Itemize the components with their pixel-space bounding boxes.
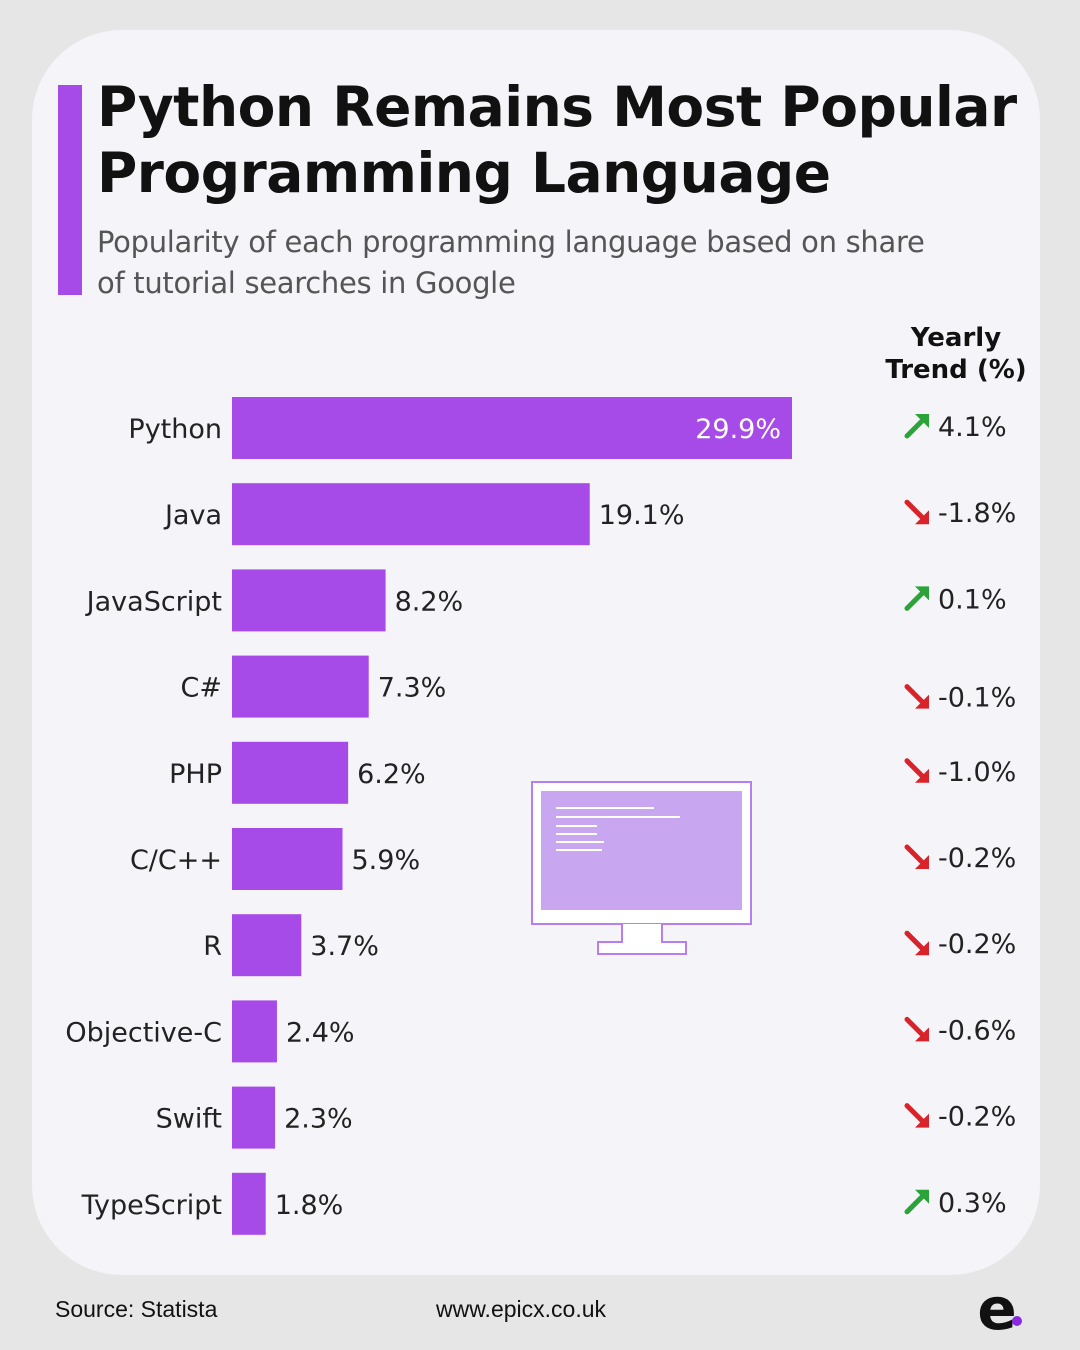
category-label: R [203,931,222,962]
bar [232,569,386,632]
category-label: C/C++ [130,845,222,876]
logo-letter: e [977,1282,1016,1338]
category-label: Swift [156,1104,222,1135]
title-line-2: Programming Language [97,141,831,205]
trend-down-arrow-icon [904,1016,929,1042]
trend-up-arrow-icon [904,1189,929,1215]
value-label: 2.3% [284,1104,353,1135]
trend-value-label: -0.6% [938,1015,1016,1046]
trend-down-arrow-icon [904,1103,929,1128]
chart-card [32,30,1040,1275]
bar [232,741,349,804]
trend-value-label: -1.0% [938,757,1016,788]
epicx-logo[interactable]: e [968,1282,1028,1338]
category-label: TypeScript [81,1190,222,1221]
trend-down-arrow-icon [904,844,929,869]
bar [232,828,343,890]
value-label: 8.2% [395,586,464,617]
website-link[interactable]: www.epicx.co.uk [436,1296,607,1322]
monitor-icon [531,781,752,955]
trend-up-arrow-icon [904,414,929,439]
value-label: 29.9% [695,414,781,445]
trend-value-label: -0.2% [938,929,1016,960]
bar [232,1086,276,1149]
category-label: PHP [169,759,222,790]
value-label: 19.1% [599,500,685,531]
value-label: 1.8% [275,1190,344,1221]
trend-value-label: -0.2% [938,1102,1016,1133]
value-label: 6.2% [357,759,426,790]
category-label: Python [128,414,222,445]
title-line-1: Python Remains Most Popular [97,75,1017,139]
value-label: 7.3% [378,673,447,704]
trend-column-header: Yearly Trend (%) [870,322,1042,386]
value-label: 2.4% [286,1017,355,1048]
category-label: Objective-C [65,1017,222,1048]
category-label: C# [181,673,222,704]
trend-up-arrow-icon [904,586,929,611]
value-label: 5.9% [352,845,421,876]
trend-header-line-2: Trend (%) [885,355,1027,385]
bar [232,1000,277,1063]
trend-value-label: -1.8% [938,498,1016,529]
chart-subtitle: Popularity of each programming language … [97,222,1027,304]
subtitle-line-2: of tutorial searches in Google [97,266,516,300]
trend-value-label: 0.1% [938,584,1007,615]
trend-down-arrow-icon [904,499,929,525]
source-text: Source: Statista [55,1296,218,1322]
trend-value-label: -0.1% [938,683,1016,714]
logo-dot [1012,1316,1022,1326]
bar [232,483,590,546]
trend-down-arrow-icon [904,758,929,783]
trend-value-label: 4.1% [938,412,1007,443]
bar [232,397,792,459]
chart-title: Python Remains Most Popular Programming … [97,74,1057,206]
trend-header-line-1: Yearly [910,323,1002,353]
bar [232,914,302,977]
title-accent-bar [58,85,82,295]
trend-down-arrow-icon [904,930,929,956]
category-label: JavaScript [85,586,222,617]
trend-value-label: -0.2% [938,843,1016,874]
subtitle-line-1: Popularity of each programming language … [97,225,925,259]
value-label: 3.7% [310,931,379,962]
bar [232,1172,266,1235]
trend-value-label: 0.3% [938,1188,1007,1219]
bar [232,655,369,718]
trend-down-arrow-icon [904,684,929,709]
category-label: Java [163,500,222,531]
